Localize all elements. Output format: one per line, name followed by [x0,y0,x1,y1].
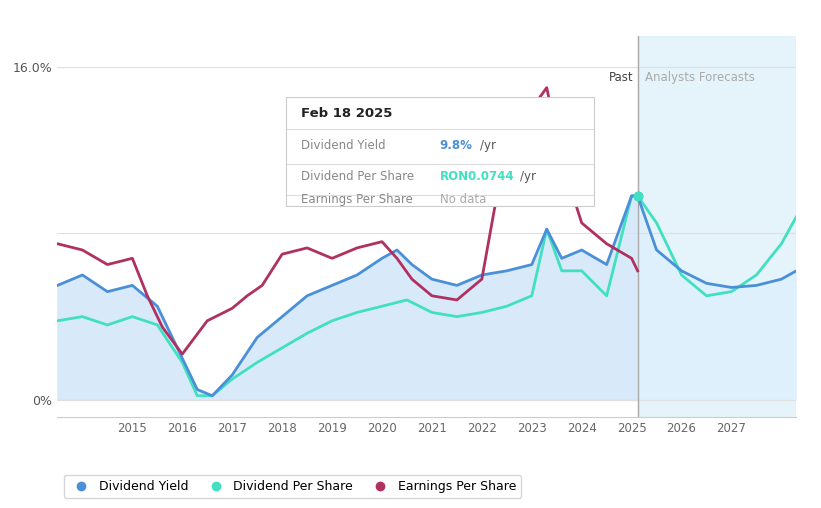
Text: Analysts Forecasts: Analysts Forecasts [645,71,755,84]
Text: /yr: /yr [479,139,496,152]
Text: Dividend Per Share: Dividend Per Share [301,170,415,183]
Bar [638,36,796,417]
Text: 9.8%: 9.8% [440,139,473,152]
Text: No data: No data [440,193,486,206]
Text: Feb 18 2025: Feb 18 2025 [301,108,392,120]
Text: /yr: /yr [520,170,535,183]
Text: RON0.0744: RON0.0744 [440,170,514,183]
Text: Earnings Per Share: Earnings Per Share [301,193,413,206]
Legend: Dividend Yield, Dividend Per Share, Earnings Per Share: Dividend Yield, Dividend Per Share, Earn… [64,475,521,498]
Text: Dividend Yield: Dividend Yield [301,139,386,152]
Text: Past: Past [609,71,634,84]
